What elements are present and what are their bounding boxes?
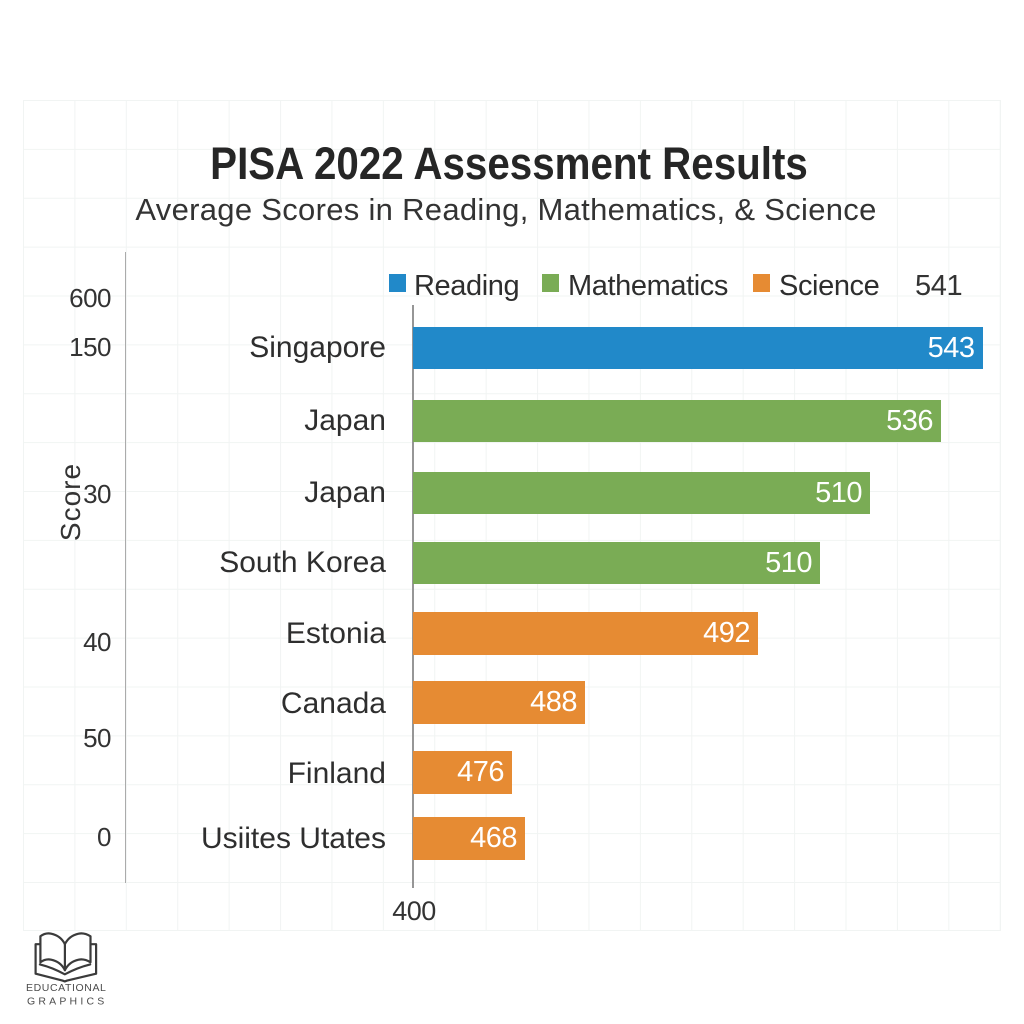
- svg-text:GRAPHICS: GRAPHICS: [27, 996, 107, 1008]
- svg-text:EDUCATIONAL: EDUCATIONAL: [26, 982, 107, 994]
